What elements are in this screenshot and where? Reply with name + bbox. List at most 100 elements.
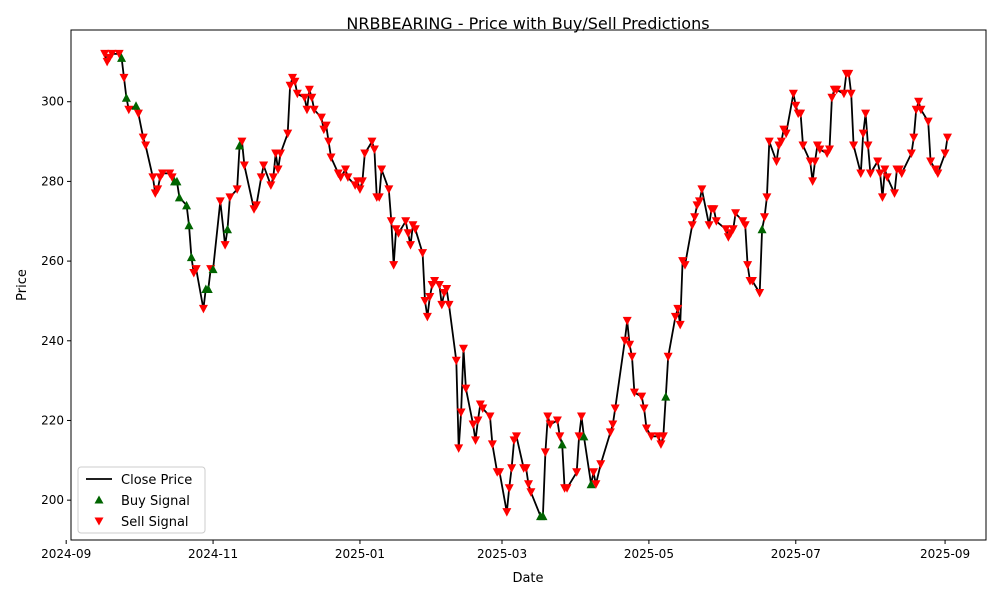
sell-signal-marker: [454, 444, 464, 453]
sell-signal-marker: [343, 173, 353, 182]
sell-signal-marker: [420, 296, 430, 306]
sell-signal-marker: [495, 468, 505, 477]
sell-signal-marker: [418, 249, 428, 258]
sell-signal-marker: [933, 169, 943, 178]
sell-signal-marker: [875, 169, 885, 178]
sell-signal-marker: [302, 105, 312, 115]
sell-signal-marker: [153, 185, 163, 194]
sell-signal-marker: [923, 117, 933, 127]
sell-signal-marker: [882, 173, 892, 182]
y-tick-label: 200: [41, 493, 64, 507]
x-axis-label: Date: [512, 571, 543, 586]
sell-signal-marker: [389, 261, 399, 270]
sell-signal-marker: [292, 89, 302, 99]
sell-signal-marker: [675, 320, 685, 330]
buy-signal-marker: [223, 224, 233, 234]
sell-signal-marker: [225, 193, 235, 202]
y-tick-label: 300: [41, 95, 64, 109]
buy-signal-marker: [117, 53, 127, 62]
sell-signal-marker: [107, 49, 117, 59]
sell-signal-marker: [268, 173, 278, 182]
legend-frame: [77, 466, 206, 534]
sell-signal-marker: [403, 229, 413, 238]
chart-title: NRBBEARING - Price with Buy/Sell Predict…: [346, 14, 709, 33]
axes-frame: [70, 29, 987, 541]
sell-signal-marker: [275, 149, 285, 159]
sell-signal-marker: [861, 109, 871, 119]
sell-signal-marker: [309, 105, 319, 115]
sell-signal-marker: [687, 221, 697, 230]
sell-signal-marker: [215, 197, 225, 206]
sell-signal-marker: [620, 336, 630, 346]
sell-signal-marker: [114, 49, 124, 59]
sell-signal-marker: [762, 193, 772, 202]
sell-signal-marker: [374, 193, 384, 202]
sell-signal-marker: [772, 157, 782, 166]
buy-signal-marker: [184, 220, 194, 230]
sell-signal-marker: [755, 288, 765, 298]
sell-signal-marker: [367, 137, 377, 147]
sell-signal-marker: [451, 356, 461, 366]
sell-signal-marker: [690, 213, 700, 222]
sell-signal-marker: [791, 101, 801, 111]
sell-signal-marker: [747, 277, 757, 286]
sell-signal-marker: [336, 173, 346, 182]
sell-signal-marker: [824, 145, 834, 155]
legend-sell-marker: [94, 517, 104, 526]
sell-signal-marker: [704, 221, 714, 230]
plot-area: [70, 29, 987, 541]
sell-signal-marker: [360, 149, 370, 159]
sell-signal-marker: [304, 85, 314, 95]
y-tick-label: 240: [41, 334, 64, 348]
sell-signal-marker: [273, 165, 283, 174]
sell-signal-marker: [504, 484, 514, 493]
buy-signal-marker: [538, 511, 548, 521]
y-tick-label: 280: [41, 174, 64, 188]
sell-signal-marker: [591, 480, 601, 489]
sell-signal-marker: [846, 89, 856, 99]
x-tick-label: 2024-11: [188, 547, 238, 561]
sell-signal-marker: [401, 217, 411, 226]
sell-signal-marker: [610, 404, 620, 414]
x-tick-label: 2025-03: [477, 547, 527, 561]
x-tick-label: 2025-09: [920, 547, 970, 561]
series-layer: [100, 49, 952, 521]
sell-signal-marker: [849, 141, 859, 151]
x-tick-label: 2025-05: [624, 547, 674, 561]
sell-signal-marker: [526, 488, 536, 497]
sell-signal-marker: [562, 484, 572, 493]
sell-signal-marker: [384, 185, 394, 194]
sell-signal-marker: [574, 432, 584, 441]
sell-signal-marker: [124, 105, 134, 115]
sell-signal-marker: [670, 312, 680, 322]
sell-signal-marker: [259, 161, 269, 170]
sell-signal-marker: [540, 448, 550, 457]
buy-signal-marker: [757, 224, 767, 234]
legend-label-buy: Buy Signal: [121, 494, 190, 509]
buy-signal-marker: [172, 176, 182, 186]
sell-signal-marker: [442, 284, 452, 294]
sell-signal-marker: [232, 185, 242, 194]
sell-signal-marker: [629, 388, 639, 398]
sell-signal-marker: [839, 89, 849, 99]
sell-signal-marker: [502, 508, 512, 517]
sell-signal-marker: [478, 404, 488, 414]
buy-signal-marker: [121, 93, 131, 102]
sell-signal-marker: [572, 468, 582, 477]
sell-signal-marker: [914, 97, 924, 107]
sell-signal-marker: [863, 141, 873, 151]
sell-signal-marker: [434, 281, 444, 290]
sell-signal-marker: [844, 69, 854, 79]
sell-signal-marker: [386, 217, 396, 226]
buy-signal-marker: [131, 101, 141, 110]
sell-signal-marker: [858, 129, 868, 139]
y-axis-label: Price: [15, 269, 30, 301]
sell-signal-marker: [543, 412, 553, 421]
sell-signal-marker: [138, 133, 148, 143]
sell-signal-marker: [285, 81, 295, 91]
sell-signal-marker: [608, 420, 618, 429]
sell-signal-marker: [521, 464, 531, 473]
sell-signal-marker: [369, 145, 379, 155]
sell-signal-marker: [865, 169, 875, 178]
